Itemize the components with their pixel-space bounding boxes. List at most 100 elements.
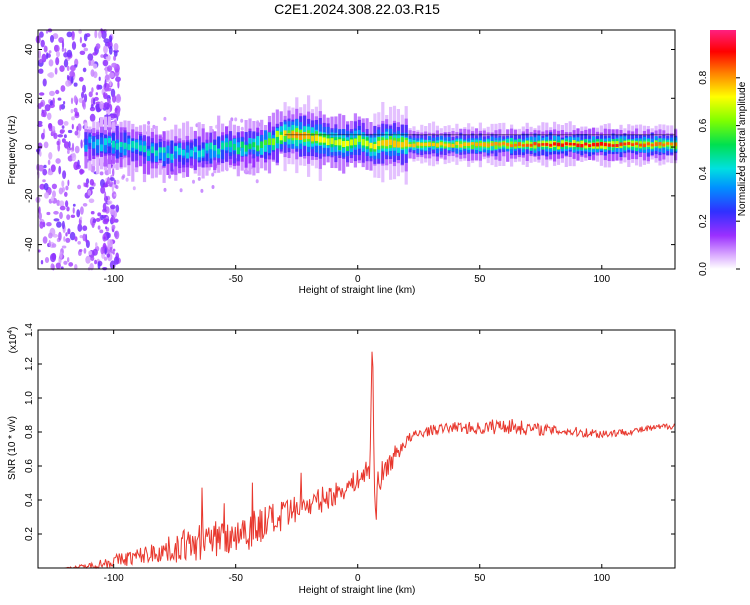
spectrogram-ridge-cell: [529, 143, 533, 147]
spectrogram-scatter-point: [83, 47, 89, 52]
spectrogram-scatter-point: [104, 191, 107, 200]
spectrogram-ridge-cell: [92, 141, 96, 149]
spectrogram-scatter-point: [55, 262, 61, 269]
spectrogram-scatter-point: [46, 211, 51, 216]
spectrogram-scatter-point: [115, 179, 120, 185]
spectrogram-scatter-point: [100, 214, 104, 221]
spectrogram-ridge-cell: [537, 143, 541, 147]
spectrogram-ridge-cell: [178, 147, 182, 155]
spectrogram-scatter-point: [77, 223, 83, 232]
spectrogram-scatter-point: [50, 164, 56, 173]
spectrogram-scatter-point: [103, 236, 106, 240]
spectrogram-ridge-cell: [666, 142, 670, 145]
spectrogram-scatter-point: [66, 206, 70, 212]
spectrogram-scatter-point: [41, 109, 44, 114]
spectrogram-ridge-cell: [638, 143, 643, 147]
spectrogram-scatter-point: [103, 92, 106, 97]
spectrogram-scatter-point: [163, 116, 167, 121]
spectrogram-ridge-cell: [545, 142, 549, 146]
spectrogram-scatter-point: [112, 248, 116, 252]
spectrogram-scatter-point: [65, 80, 71, 87]
spectrogram-scatter-point: [147, 120, 151, 125]
spectrogram-scatter-point: [61, 180, 65, 188]
spectrogram-ridge-cell: [650, 143, 654, 147]
spectrogram-ridge-cell: [560, 143, 564, 147]
spectrogram-scatter-point: [55, 158, 61, 164]
spectrogram-scatter-point: [53, 210, 59, 215]
spectrogram-scatter-point: [95, 43, 101, 50]
spectrogram-ridge-cell: [174, 146, 178, 152]
spectrogram-ridge-cell: [513, 143, 518, 147]
spectrogram-scatter-point: [111, 184, 114, 193]
spectrogram-ridge-cell: [373, 144, 377, 150]
spectrogram-ridge-cell: [248, 143, 252, 149]
spectrogram-ridge-cell: [346, 141, 350, 147]
spectrogram-scatter-point: [104, 247, 107, 255]
spectrogram-scatter-point: [69, 231, 76, 241]
spectrogram-ridge-cell: [217, 148, 221, 155]
spectrogram-scatter-point: [114, 230, 120, 240]
spectrogram-ridge-cell: [123, 132, 127, 153]
spectrogram-ridge-cell: [404, 140, 408, 147]
spectrogram-ridge-cell: [127, 138, 131, 150]
spectrogram-scatter-point: [90, 104, 94, 109]
spectrogram-ridge-cell: [221, 142, 225, 150]
spectrogram-scatter-point: [109, 113, 116, 119]
spectrogram-scatter-point: [81, 99, 85, 108]
spectrogram-scatter-point: [240, 118, 244, 123]
spectrogram-ridge-cell: [84, 138, 88, 150]
spectrogram-ridge-cell: [599, 142, 603, 146]
spectrogram-ridge-cell: [283, 132, 287, 142]
spectrogram-scatter-point: [152, 124, 156, 129]
spectrogram-ridge-cell: [131, 140, 135, 148]
spectrogram-scatter-point: [52, 125, 56, 132]
spectrogram-scatter-point: [48, 59, 54, 67]
spectrogram-scatter-point: [88, 250, 92, 256]
spectrogram-ridge-cell: [185, 152, 190, 159]
spectrogram-scatter-point: [67, 149, 70, 154]
spectrogram-scatter-point: [47, 123, 53, 129]
spectrogram-ridge-cell: [459, 143, 463, 148]
spectrogram-scatter-point: [66, 214, 71, 220]
spectrogram-scatter-point: [49, 90, 55, 97]
spectrogram-scatter-point: [46, 112, 52, 121]
spectrogram-scatter-point: [79, 216, 83, 221]
spectrogram-ridge-cell: [267, 138, 272, 145]
spectrogram-ridge-cell: [416, 142, 420, 146]
spectrogram-scatter-point: [112, 251, 115, 255]
spectrogram-ridge-cell: [314, 134, 318, 141]
spectrogram-scatter-point: [58, 231, 62, 241]
spectrogram-scatter-point: [85, 178, 90, 185]
spectrogram-ridge-cell: [400, 142, 404, 148]
snr-y-tick-label: 0.8: [24, 425, 35, 439]
spectrogram-scatter-point: [92, 218, 97, 223]
spectrogram-ridge-cell: [408, 144, 412, 147]
spectrogram-ridge-cell: [431, 143, 436, 147]
spectrogram-scatter-point: [77, 241, 81, 245]
spectrogram-scatter-point: [40, 39, 45, 48]
spectrogram-scatter-point: [67, 179, 70, 186]
spectrogram-ridge-cell: [228, 143, 233, 153]
spectrogram-scatter-point: [95, 217, 101, 222]
spectrogram-scatter-point: [42, 78, 47, 87]
spectrogram-ridge-cell: [642, 143, 646, 148]
spectrogram-ridge-cell: [389, 139, 393, 146]
spectrogram-scatter-point: [89, 179, 95, 186]
spectrogram-ridge-cell: [443, 143, 447, 147]
spectrogram-scatter-point: [53, 132, 58, 140]
spectrogram-scatter-point: [50, 253, 56, 263]
spectrogram-ridge-cell: [447, 143, 451, 148]
spectrogram-scatter-point: [57, 119, 64, 126]
spectrogram-ridge-cell: [471, 142, 475, 149]
spectrogram-scatter-point: [48, 72, 55, 79]
spectrogram-scatter-point: [74, 130, 79, 136]
colorbar-tick-label: 0.8: [698, 70, 709, 84]
spectrogram-scatter-point: [64, 191, 68, 197]
figure-title: C2E1.2024.308.22.03.R15: [274, 1, 440, 17]
spectrogram-scatter-point: [103, 256, 108, 261]
spectrogram-ridge-cell: [96, 143, 100, 153]
spectrogram-scatter-point: [71, 116, 75, 121]
spectrogram-ridge-cell: [119, 142, 123, 147]
spectrogram-ridge-cell: [111, 140, 115, 148]
spectrogram-scatter-point: [115, 185, 119, 190]
